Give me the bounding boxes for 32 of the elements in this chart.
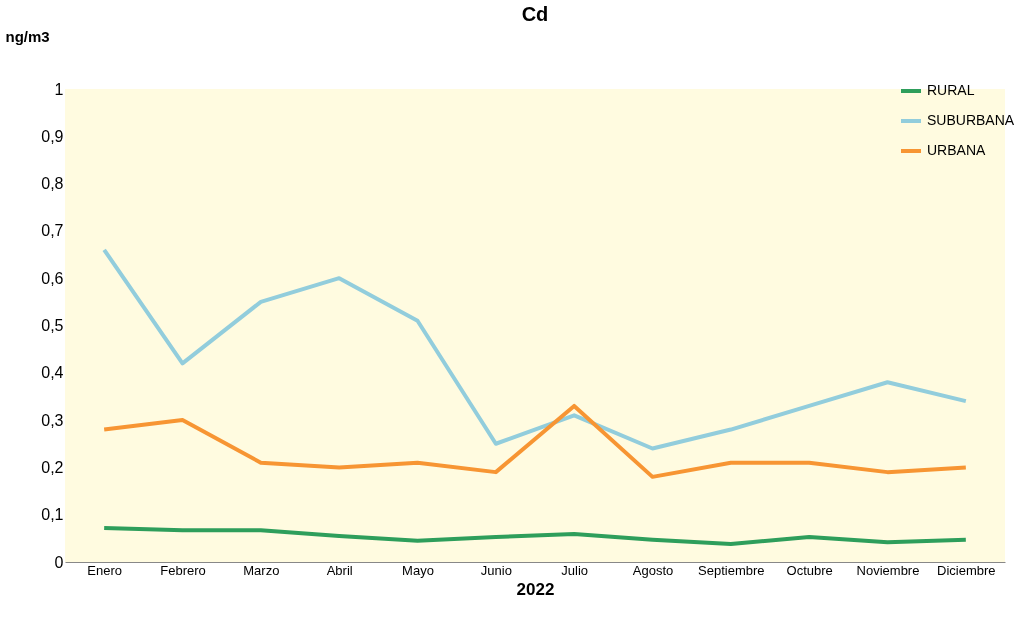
line-series [102,247,968,451]
x-tick-label: Mayo [402,562,434,578]
x-tick-label: Julio [561,562,589,578]
x-tick-label: Septiembre [698,562,765,578]
x-tick-label: Junio [480,562,512,578]
y-tick-label: 0,1 [41,506,64,524]
y-tick-label: 0,5 [41,317,64,334]
y-tick-label: 0,6 [41,269,64,287]
x-tick-label: Noviembre [856,562,920,578]
y-tick-label: 0,3 [41,411,64,429]
x-tick-label: Enero [87,562,123,578]
y-tick-label: 0,2 [41,458,64,476]
legend-label: RURAL [927,82,975,98]
y-tick-label: 1 [54,80,64,98]
y-tick-label: 0,9 [41,127,64,145]
chart-title: Cd [521,3,549,25]
legend-label: URBANA [927,142,987,158]
y-tick-label: 0,8 [41,175,64,193]
x-tick-label: Marzo [243,562,280,578]
legend-label: SUBURBANA [927,112,1015,128]
y-tick-label: 0,7 [41,222,64,240]
x-tick-label: Abril [326,562,353,578]
line-series [102,525,968,547]
x-axis-title: 2022 [516,579,555,599]
line-series [102,403,968,479]
x-tick-label: Agosto [632,562,674,578]
x-tick-label: Octubre [786,562,833,578]
x-tick-label: Febrero [160,562,206,578]
x-tick-label: Diciembre [937,562,996,578]
y-tick-label: 0,4 [41,364,64,382]
y-tick-label: 0 [54,553,64,571]
y-axis-title: ng/m3 [5,27,50,45]
